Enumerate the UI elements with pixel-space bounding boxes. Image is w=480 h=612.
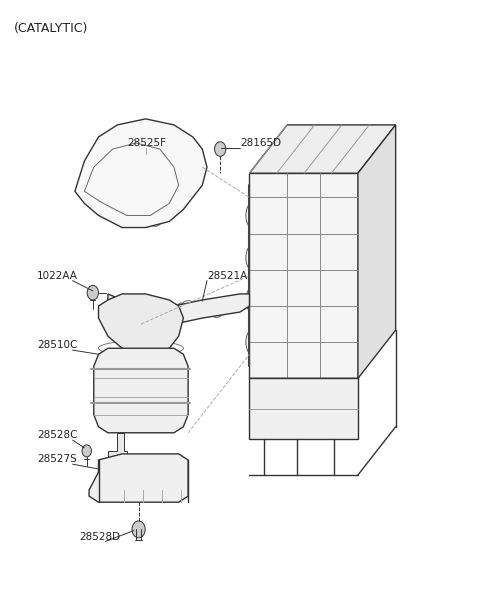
Circle shape: [178, 303, 184, 312]
Circle shape: [159, 416, 165, 423]
Circle shape: [149, 148, 161, 162]
Circle shape: [132, 521, 145, 538]
Text: (CATALYTIC): (CATALYTIC): [13, 22, 88, 35]
Circle shape: [159, 358, 165, 365]
Circle shape: [206, 303, 213, 312]
Circle shape: [174, 192, 183, 203]
Polygon shape: [250, 125, 396, 173]
Circle shape: [82, 445, 91, 457]
Text: 1022AA: 1022AA: [37, 271, 78, 281]
Text: 28528D: 28528D: [80, 532, 121, 542]
Circle shape: [96, 387, 101, 394]
Text: 28165D: 28165D: [240, 138, 281, 148]
Text: 28510C: 28510C: [37, 340, 78, 350]
Circle shape: [117, 416, 122, 423]
Circle shape: [121, 303, 128, 312]
Text: 28521A: 28521A: [207, 271, 247, 281]
Circle shape: [87, 285, 98, 300]
Polygon shape: [75, 119, 207, 228]
Polygon shape: [358, 125, 396, 378]
Polygon shape: [89, 454, 188, 502]
Circle shape: [168, 473, 175, 483]
Polygon shape: [98, 294, 183, 354]
Circle shape: [215, 142, 226, 156]
Circle shape: [149, 303, 156, 312]
Polygon shape: [250, 378, 358, 439]
Polygon shape: [94, 348, 188, 433]
Text: 28527S: 28527S: [37, 453, 77, 464]
Circle shape: [93, 178, 104, 193]
Circle shape: [117, 358, 122, 365]
Text: 28525F: 28525F: [127, 138, 166, 148]
Polygon shape: [108, 433, 127, 457]
Circle shape: [180, 387, 186, 394]
Circle shape: [107, 473, 114, 483]
Polygon shape: [250, 173, 358, 378]
Polygon shape: [108, 294, 250, 324]
Text: 28528C: 28528C: [37, 430, 78, 439]
Circle shape: [234, 303, 241, 312]
